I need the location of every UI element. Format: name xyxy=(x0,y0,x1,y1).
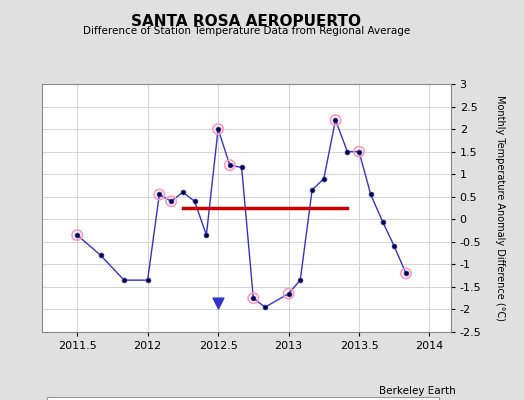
Difference from Regional Average xyxy=(74,233,80,238)
Text: Difference of Station Temperature Data from Regional Average: Difference of Station Temperature Data f… xyxy=(83,26,410,36)
Difference from Regional Average xyxy=(391,244,397,249)
Quality Control Failed xyxy=(285,290,293,297)
Quality Control Failed xyxy=(226,162,234,168)
Text: SANTA ROSA AEROPUERTO: SANTA ROSA AEROPUERTO xyxy=(132,14,361,29)
Quality Control Failed xyxy=(167,198,176,204)
Difference from Regional Average xyxy=(286,291,292,296)
Difference from Regional Average xyxy=(367,192,374,197)
Difference from Regional Average xyxy=(403,271,409,276)
Difference from Regional Average xyxy=(309,188,315,192)
Quality Control Failed xyxy=(249,295,257,301)
Estimated Station Mean Bias xyxy=(180,206,186,210)
Difference from Regional Average xyxy=(203,233,210,238)
Quality Control Failed xyxy=(155,191,163,198)
Difference from Regional Average xyxy=(344,149,351,154)
Difference from Regional Average xyxy=(97,253,104,258)
Difference from Regional Average xyxy=(321,176,327,181)
Difference from Regional Average xyxy=(227,163,233,168)
Difference from Regional Average xyxy=(238,165,245,170)
Difference from Regional Average xyxy=(121,278,127,282)
Difference from Regional Average xyxy=(180,190,186,195)
Difference from Regional Average xyxy=(168,199,174,204)
Difference from Regional Average xyxy=(297,278,303,282)
Quality Control Failed xyxy=(214,126,222,132)
Point xyxy=(214,300,222,306)
Line: Difference from Regional Average: Difference from Regional Average xyxy=(75,118,408,310)
Difference from Regional Average xyxy=(191,199,198,204)
Difference from Regional Average xyxy=(215,127,221,132)
Quality Control Failed xyxy=(331,117,340,123)
Difference from Regional Average xyxy=(156,192,162,197)
Quality Control Failed xyxy=(402,270,410,276)
Legend: Station Move, Record Gap, Time of Obs. Change, Empirical Break: Station Move, Record Gap, Time of Obs. C… xyxy=(47,398,439,400)
Difference from Regional Average xyxy=(332,118,339,122)
Text: Berkeley Earth: Berkeley Earth xyxy=(379,386,456,396)
Difference from Regional Average xyxy=(356,149,362,154)
Difference from Regional Average xyxy=(379,219,386,224)
Quality Control Failed xyxy=(355,148,363,155)
Difference from Regional Average xyxy=(262,305,268,310)
Difference from Regional Average xyxy=(250,296,256,300)
Quality Control Failed xyxy=(73,232,81,238)
Estimated Station Mean Bias xyxy=(344,206,351,210)
Difference from Regional Average xyxy=(145,278,151,282)
Y-axis label: Monthly Temperature Anomaly Difference (°C): Monthly Temperature Anomaly Difference (… xyxy=(495,95,505,321)
